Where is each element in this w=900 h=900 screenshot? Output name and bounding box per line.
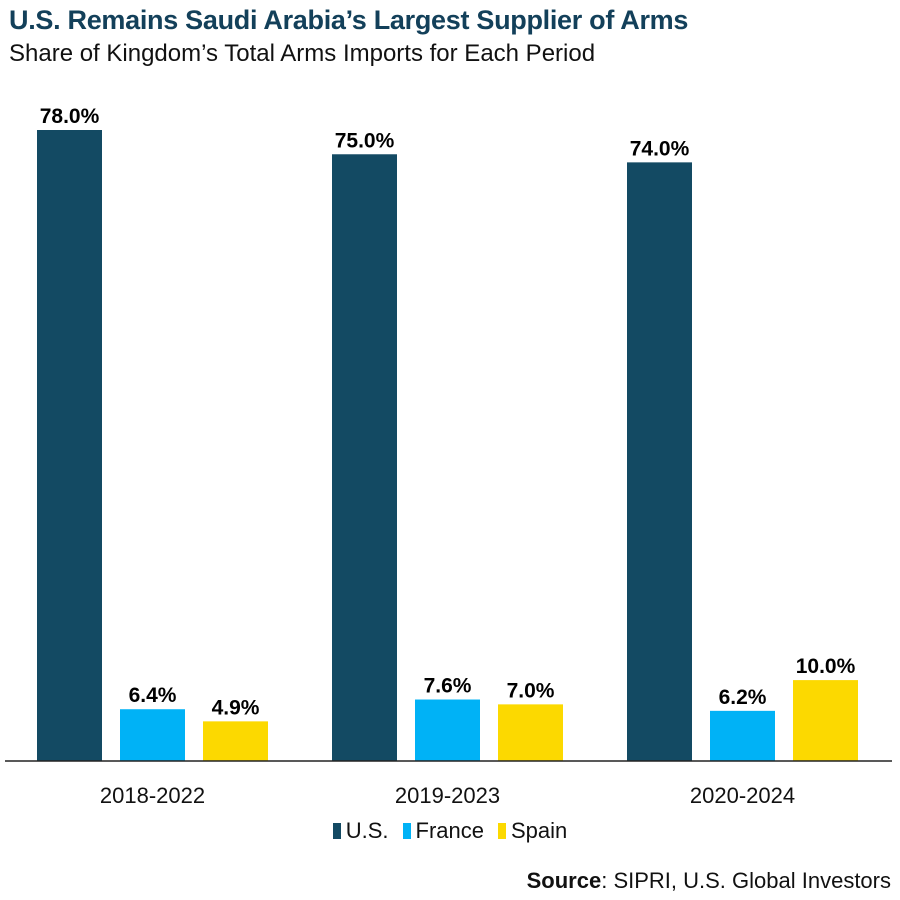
legend-swatch-spain (498, 823, 506, 839)
source-text: : SIPRI, U.S. Global Investors (601, 868, 891, 893)
data-label-us-2020-2024: 74.0% (630, 137, 690, 160)
data-label-us-2019-2023: 75.0% (335, 129, 395, 152)
data-label-us-2018-2022: 78.0% (40, 105, 100, 128)
legend-label-us: U.S. (345, 818, 389, 843)
data-label-france-2020-2024: 6.2% (719, 686, 767, 709)
data-label-spain-2019-2023: 7.0% (507, 679, 555, 702)
legend-item-us: U.S. (332, 818, 389, 844)
legend-label-spain: Spain (511, 818, 568, 843)
legend: U.S. France Spain (0, 818, 900, 844)
data-label-france-2018-2022: 6.4% (129, 684, 177, 707)
bar-france-2019-2023 (415, 699, 480, 761)
bar-us-2020-2024 (627, 162, 692, 761)
chart-title: U.S. Remains Saudi Arabia’s Largest Supp… (9, 5, 689, 35)
legend-swatch-france (402, 823, 411, 839)
data-label-spain-2020-2024: 10.0% (796, 655, 856, 678)
chart-subtitle: Share of Kingdom’s Total Arms Imports fo… (9, 40, 596, 67)
bar-spain-2019-2023 (498, 704, 563, 761)
bar-spain-2020-2024 (793, 680, 858, 761)
bar-us-2019-2023 (332, 154, 397, 761)
x-tick-label-2019-2023: 2019-2023 (395, 783, 500, 808)
bar-us-2018-2022 (37, 130, 102, 761)
data-label-spain-2018-2022: 4.9% (212, 696, 260, 719)
x-tick-label-2018-2022: 2018-2022 (100, 783, 205, 808)
legend-item-spain: Spain (498, 818, 567, 844)
legend-label-france: France (415, 818, 484, 843)
x-tick-label-2020-2024: 2020-2024 (690, 783, 795, 808)
legend-item-france: France (402, 818, 484, 844)
source-note: Source: SIPRI, U.S. Global Investors (527, 868, 891, 894)
bar-france-2018-2022 (120, 709, 185, 761)
data-label-france-2019-2023: 7.6% (424, 675, 472, 698)
legend-swatch-us (332, 823, 341, 839)
bar-france-2020-2024 (710, 710, 775, 761)
bar-spain-2018-2022 (203, 721, 268, 761)
source-label: Source (526, 868, 602, 893)
